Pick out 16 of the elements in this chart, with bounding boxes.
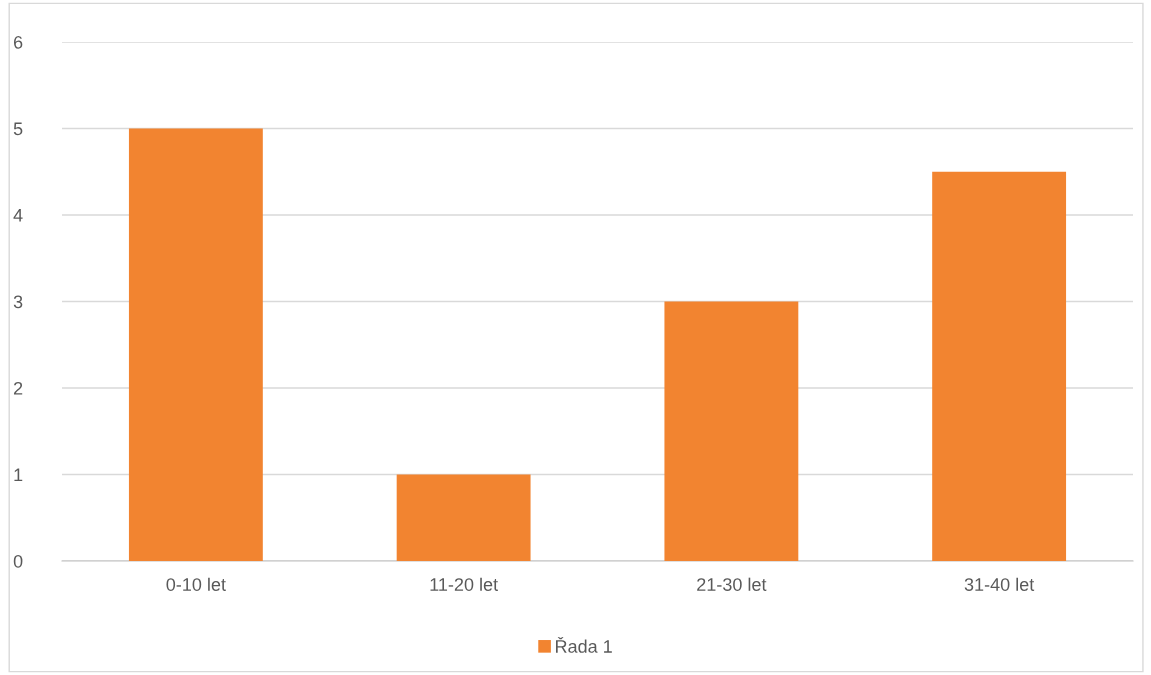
x-tick-label: 11-20 let bbox=[430, 577, 498, 591]
bar bbox=[664, 301, 799, 561]
y-tick-label: 3 bbox=[13, 295, 23, 309]
y-tick-label: 0 bbox=[13, 554, 23, 568]
x-tick-label: 31-40 let bbox=[964, 577, 1035, 591]
y-tick-label: 2 bbox=[13, 381, 23, 395]
x-tick-label: 0-10 let bbox=[166, 577, 226, 591]
y-tick-label: 6 bbox=[13, 35, 23, 49]
bar bbox=[396, 474, 531, 561]
y-tick-label: 4 bbox=[13, 209, 23, 222]
x-tick-label: 21-30 let bbox=[697, 577, 767, 591]
legend-label: Řada 1 bbox=[556, 636, 612, 653]
bar bbox=[128, 128, 263, 561]
y-tick-label: 5 bbox=[13, 122, 23, 136]
y-tick-label: 1 bbox=[14, 468, 23, 482]
bar bbox=[932, 171, 1067, 561]
